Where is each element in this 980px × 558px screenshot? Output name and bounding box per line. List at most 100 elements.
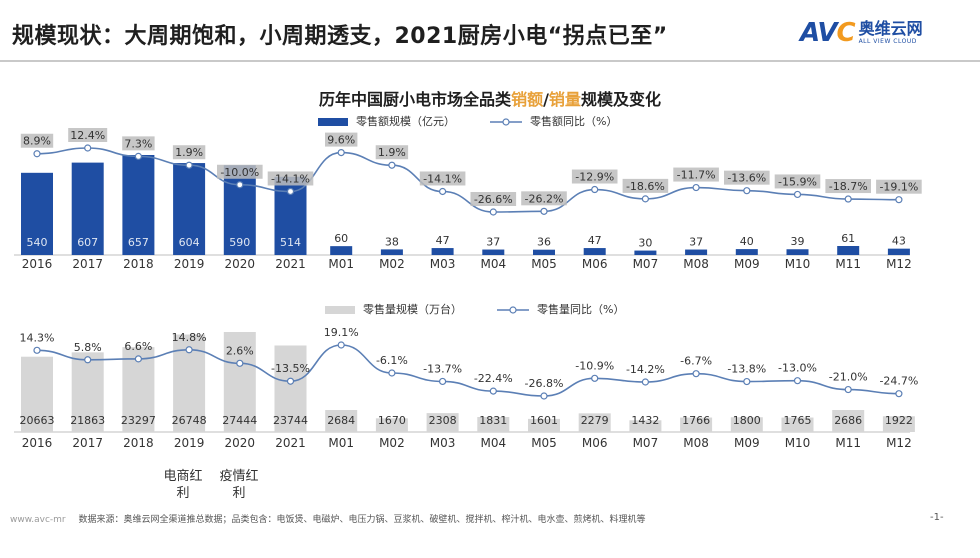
- yoy-value-label: 2.6%: [226, 344, 254, 357]
- bar-value-label: 1800: [733, 414, 761, 427]
- x-tick-label: M09: [734, 257, 760, 271]
- bar-value-label: 38: [385, 235, 399, 248]
- yoy-point: [286, 377, 295, 385]
- note-pandemic-dividend: 疫情红利: [219, 469, 259, 501]
- x-tick-label: M07: [633, 257, 659, 271]
- x-tick-label: M10: [785, 436, 811, 450]
- yoy-point: [591, 374, 599, 382]
- x-tick-label: 2019: [174, 257, 205, 271]
- x-tick-label: 2016: [22, 436, 53, 450]
- legend-line-marker: [509, 306, 517, 314]
- legend-line-marker: [502, 118, 510, 126]
- bar-M05: [533, 249, 555, 255]
- yoy-point: [388, 369, 396, 377]
- bar-value-label: 39: [791, 235, 805, 248]
- yoy-value-label: 5.8%: [74, 341, 102, 354]
- bar-value-label: 20663: [20, 414, 55, 427]
- x-tick-label: M01: [328, 257, 354, 271]
- logo-mark: AVC: [800, 18, 856, 48]
- yoy-value-label: -15.9%: [778, 175, 817, 188]
- yoy-point: [439, 377, 447, 386]
- yoy-point: [33, 150, 41, 158]
- yoy-label-box: [325, 132, 358, 147]
- yoy-value-label: 1.9%: [378, 146, 406, 159]
- yoy-point: [591, 185, 599, 194]
- x-tick-label: 2021: [275, 257, 306, 271]
- yoy-point: [743, 187, 751, 195]
- yoy-point: [844, 195, 852, 203]
- x-tick-label: M06: [582, 436, 608, 450]
- x-tick-label: 2016: [22, 257, 53, 271]
- bar-value-label: 30: [638, 237, 652, 250]
- x-tick-label: M07: [633, 436, 659, 450]
- chart-title: 历年中国厨小电市场全品类销额/销量规模及变化: [0, 86, 980, 110]
- yoy-point: [286, 187, 295, 196]
- page-number: -1-: [930, 512, 944, 523]
- bar-value-label: 657: [128, 236, 149, 249]
- footer-source: 数据来源：奥维云网全渠道推总数据；品类包含：电饭煲、电磁炉、电压力锅、豆浆机、破…: [78, 515, 646, 525]
- bar-M10: [786, 249, 809, 255]
- x-tick-label: 2017: [72, 257, 103, 271]
- bar-value-label: 40: [740, 235, 754, 248]
- x-tick-label: M03: [430, 436, 456, 450]
- bar-M10: [781, 417, 814, 432]
- bar-value-label: 2279: [581, 414, 609, 427]
- bar-value-label: 540: [27, 236, 48, 249]
- footer: www.avc-mr 数据来源：奥维云网全渠道推总数据；品类包含：电饭煲、电磁炉…: [10, 512, 646, 525]
- yoy-label-box: [172, 145, 206, 160]
- x-tick-label: M02: [379, 436, 405, 450]
- yoy-value-label: -22.4%: [474, 372, 513, 385]
- yoy-value-label: -26.6%: [474, 193, 513, 206]
- yoy-value-label: -11.7%: [677, 169, 716, 182]
- yoy-point: [134, 355, 142, 363]
- x-tick-label: 2017: [72, 436, 103, 450]
- x-tick-label: M04: [480, 257, 506, 271]
- bar-M11: [837, 246, 860, 255]
- bar-value-label: 21863: [70, 414, 105, 427]
- yoy-point: [895, 196, 903, 204]
- x-tick-label: M09: [734, 436, 760, 450]
- chart-title-highlight-volume: 销量: [548, 90, 581, 109]
- bar-M01: [325, 410, 358, 432]
- yoy-value-label: -26.8%: [525, 377, 564, 390]
- logo-en: ALL VIEW CLOUD: [858, 38, 917, 45]
- bar-value-label: 43: [892, 235, 906, 248]
- yoy-point: [185, 161, 193, 169]
- x-tick-label: M05: [531, 436, 557, 450]
- bar-2017: [71, 162, 104, 255]
- bar-2020: [223, 332, 256, 432]
- yoy-point: [439, 187, 447, 196]
- bar-M01: [330, 246, 353, 255]
- yoy-point: [84, 356, 92, 364]
- bar-M11: [832, 410, 865, 432]
- bar-M12: [882, 416, 915, 432]
- yoy-point: [134, 152, 142, 160]
- x-tick-label: 2021: [275, 436, 306, 450]
- yoy-point: [84, 144, 92, 152]
- yoy-value-label: 9.6%: [327, 134, 355, 147]
- bar-M07: [629, 420, 662, 432]
- bar-M09: [735, 249, 758, 255]
- bar-value-label: 1670: [378, 414, 406, 427]
- x-tick-label: 2019: [174, 436, 205, 450]
- yoy-label-box: [217, 164, 263, 179]
- yoy-point: [895, 390, 903, 398]
- yoy-point: [692, 370, 700, 378]
- bar-M02: [375, 418, 408, 432]
- bar-value-label: 2308: [429, 414, 457, 427]
- yoy-line-volume: [36, 344, 899, 397]
- x-tick-label: 2020: [225, 257, 256, 271]
- yoy-point: [236, 359, 244, 367]
- x-tick-label: M05: [531, 257, 557, 271]
- yoy-point: [540, 392, 548, 400]
- bar-value-label: 2686: [834, 414, 862, 427]
- avc-logo: AVC 奥维云网 ALL VIEW CLOUD: [800, 18, 923, 48]
- bar-value-label: 37: [486, 236, 500, 249]
- yoy-point: [337, 148, 345, 157]
- bar-M09: [730, 417, 763, 432]
- yoy-value-label: -19.1%: [879, 181, 918, 194]
- yoy-value-label: 7.3%: [124, 137, 152, 150]
- bar-value-label: 27444: [222, 414, 257, 427]
- bar-value-label: 37: [689, 236, 703, 249]
